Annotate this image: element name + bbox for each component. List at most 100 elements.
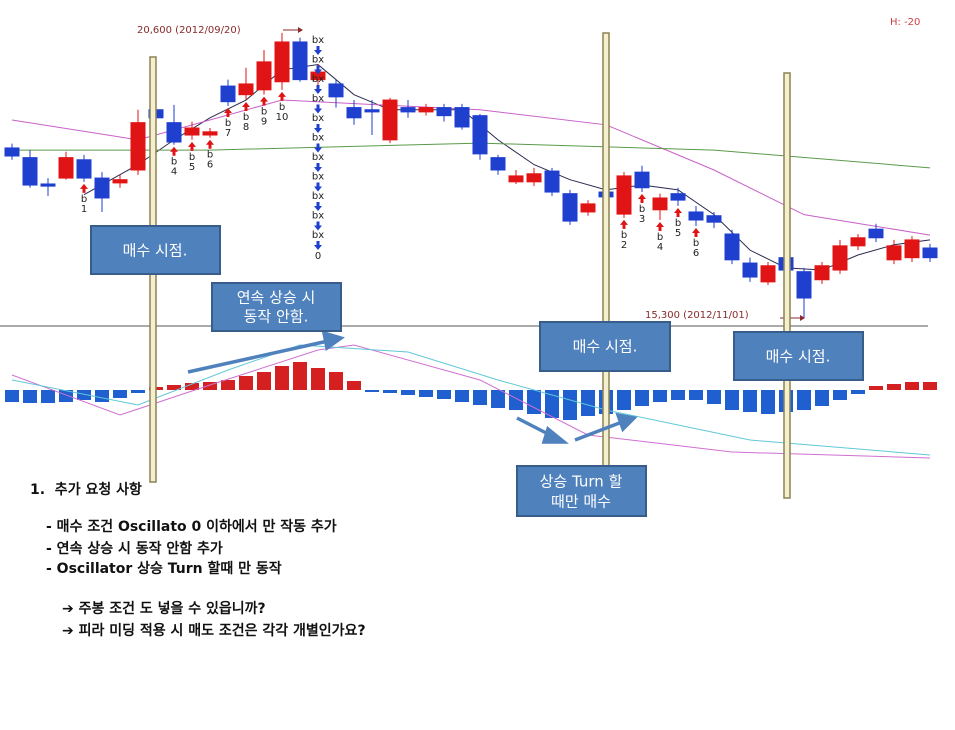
candle-body [796, 271, 812, 299]
note-item: - Oscillator 상승 Turn 할때 만 동작 [46, 560, 282, 577]
oscillator-bar [23, 390, 37, 403]
callout-text: 동작 안함. [244, 308, 309, 326]
oscillator-bar [725, 390, 739, 410]
candle-body [292, 41, 308, 81]
oscillator-bar [581, 390, 595, 416]
buy-arrow [188, 141, 196, 151]
oscillator-bar [419, 390, 433, 397]
note-question: ➔ 피라 미딩 적용 시 매도 조건은 각각 개별인가요? [62, 622, 366, 639]
marker-bar [602, 32, 610, 484]
sell-arrow [314, 85, 322, 94]
oscillator-bar [455, 390, 469, 402]
candle-body [922, 247, 938, 259]
sell-arrow [314, 163, 322, 172]
candle-body [436, 107, 452, 117]
candle-body [4, 147, 20, 157]
oscillator-bar [653, 390, 667, 402]
oscillator-bar [59, 390, 73, 402]
buy-arrow [260, 96, 268, 106]
buy-signal: b [171, 157, 177, 168]
candle-body [58, 157, 74, 179]
oscillator-bar [473, 390, 487, 405]
note-item: - 연속 상승 시 동작 안함 추가 [46, 540, 223, 557]
oscillator-bar [5, 390, 19, 402]
oscillator-bar [257, 372, 271, 390]
callout [516, 465, 647, 517]
callout [211, 282, 342, 332]
candle-body [544, 170, 560, 193]
h-label: H: -20 [890, 17, 920, 28]
candle-body [364, 109, 380, 113]
oscillator-bar [221, 380, 235, 390]
candle-body [40, 183, 56, 187]
arrow [574, 420, 623, 442]
oscillator-bar [545, 390, 559, 418]
buy-arrow [224, 107, 232, 117]
oscillator-bar [329, 372, 343, 390]
candle-body [850, 237, 866, 247]
candle-body [688, 211, 704, 221]
candle-body [382, 99, 398, 141]
arrows [187, 330, 638, 444]
oscillator-bar [365, 390, 379, 392]
candle-body [706, 215, 722, 223]
low-annotation: 15,300 (2012/11/01) [645, 310, 749, 321]
buy-signal: b [693, 238, 699, 249]
candle-body [76, 159, 92, 179]
oscillator-bar [347, 381, 361, 390]
buy-arrow [80, 183, 88, 193]
buy-signal: b [639, 204, 645, 215]
oscillator-bar [185, 383, 199, 390]
arrow [187, 339, 329, 374]
oscillator-bar [761, 390, 775, 414]
candle-body [760, 265, 776, 283]
buy-arrow [170, 146, 178, 156]
candle-body [832, 245, 848, 271]
oscillator-bar [887, 384, 901, 390]
callout-text: 상승 Turn 할 [540, 473, 623, 491]
sell-signal: bx [312, 74, 324, 85]
buy-signal-number: 5 [189, 162, 195, 173]
buy-signal: b [657, 232, 663, 243]
oscillator-bar [401, 390, 415, 395]
sell-signal: bx [312, 113, 324, 124]
oscillator-bar [617, 390, 631, 410]
candle-body [184, 127, 200, 136]
buy-signal: b [189, 152, 195, 163]
sell-signal: bx [312, 35, 324, 46]
oscillator-bar [671, 390, 685, 400]
buy-signal-number: 6 [693, 248, 699, 259]
sell-arrow [314, 46, 322, 55]
sell-signal: bx [312, 94, 324, 105]
candle-body [886, 245, 902, 261]
candle-body [22, 157, 38, 186]
buy-arrow [206, 139, 214, 149]
buy-arrow [278, 91, 286, 101]
buy-signal-number: 10 [276, 112, 289, 123]
sell-arrow [314, 182, 322, 192]
oscillator-bar [869, 386, 883, 390]
sell-signal: bx [312, 152, 324, 163]
candle-body [742, 262, 758, 278]
oscillator-bar [815, 390, 829, 406]
sell-arrow [314, 65, 322, 75]
candle-body [490, 157, 506, 171]
oscillator-bar [527, 390, 541, 414]
candle-body [814, 265, 830, 281]
buy-signal: b [621, 230, 627, 241]
buy-arrow [620, 219, 628, 229]
arrowhead [541, 426, 569, 444]
oscillator-bar [707, 390, 721, 404]
indicator-line [11, 344, 931, 456]
buy-arrow [674, 208, 682, 218]
oscillator-bar [275, 366, 289, 390]
candle-body [670, 193, 686, 201]
annotation-arrowhead [800, 315, 805, 321]
oscillator-bar [203, 382, 217, 390]
buy-arrow [692, 227, 700, 237]
buy-arrow [638, 194, 646, 204]
oscillator-bar [797, 390, 811, 410]
buy-arrow [656, 222, 664, 232]
sell-signal: bx [312, 191, 324, 202]
